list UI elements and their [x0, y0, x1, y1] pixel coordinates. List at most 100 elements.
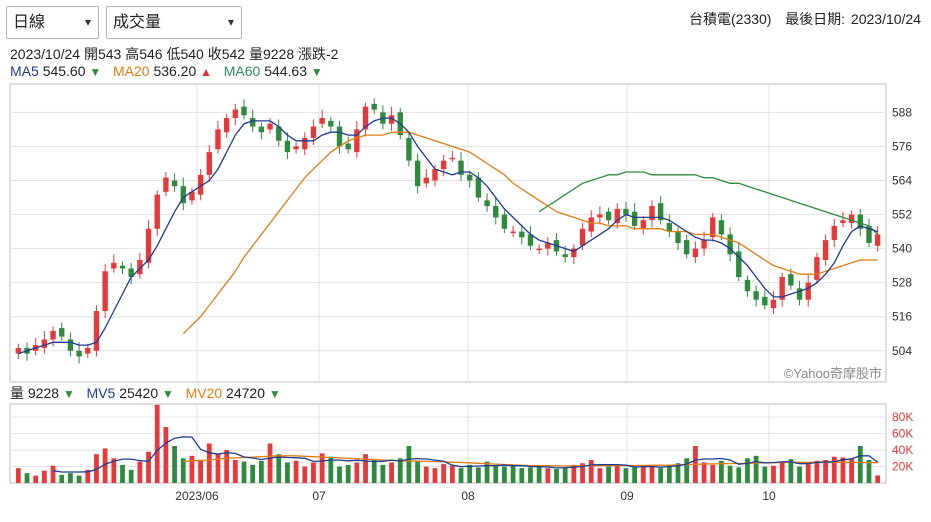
volume-value: 9228 — [262, 46, 295, 62]
volume-bar — [154, 404, 160, 483]
volume-bar — [701, 462, 707, 483]
candle-body — [85, 347, 91, 354]
candle-body — [189, 191, 195, 201]
candle-body — [519, 231, 525, 238]
ma20-label: MA20 — [112, 63, 150, 79]
candle-body — [423, 177, 429, 184]
volume-bar — [293, 460, 299, 483]
candle-body — [527, 234, 534, 246]
volume-bar — [753, 455, 759, 483]
mv20-arrow: ▼ — [268, 387, 281, 401]
volume-bar — [371, 459, 377, 483]
volume-bar — [666, 464, 672, 483]
candle-body — [76, 350, 82, 357]
candle-body — [814, 257, 820, 280]
ma60-line — [538, 171, 879, 235]
candle-body — [605, 211, 612, 221]
ma20-line — [182, 131, 878, 335]
volume-bar — [562, 467, 568, 483]
volume-bar — [545, 468, 551, 483]
volume-bar — [432, 468, 438, 483]
volume-bar — [163, 427, 169, 483]
ohlc-date: 2023/10/24 — [10, 46, 81, 62]
volume-bar — [59, 474, 65, 483]
candle-body — [475, 177, 482, 198]
volume-panel-frame — [9, 403, 887, 484]
candle-body — [762, 296, 768, 306]
volume-bar — [285, 462, 290, 483]
price-tick-label: 516 — [892, 310, 912, 324]
candle-body — [345, 143, 351, 150]
candle-body — [171, 180, 178, 187]
volume-bar — [849, 459, 855, 483]
candle-body — [362, 106, 369, 130]
volume-bar — [528, 467, 533, 483]
vol-arrow: ▼ — [62, 387, 75, 401]
volume-bar — [745, 458, 750, 483]
volume-bar — [215, 453, 221, 483]
candle-body — [458, 160, 464, 175]
candle-body — [102, 271, 108, 312]
volume-bar — [623, 468, 629, 483]
candle-body — [684, 240, 690, 255]
period-select[interactable]: 日線 ▾ — [6, 6, 99, 39]
vol-value: 9228 — [27, 385, 60, 401]
candle-body — [657, 203, 664, 221]
price-tick-label: 576 — [892, 139, 912, 153]
volume-bar — [727, 465, 733, 483]
candle-body — [484, 200, 490, 207]
candle-body — [250, 118, 256, 127]
volume-bar — [788, 459, 794, 483]
candle-body — [449, 157, 456, 160]
candle-body — [432, 169, 438, 181]
candle-body — [119, 265, 126, 269]
candle-body — [406, 137, 412, 161]
last-date: 2023/10/24 — [850, 11, 921, 27]
watermark: ©Yahoo奇摩股市 — [784, 366, 882, 381]
volume-bar — [814, 460, 820, 483]
x-tick-label: 09 — [620, 489, 634, 503]
volume-bar — [449, 465, 455, 483]
volume-bar — [458, 468, 464, 483]
candle-body — [692, 248, 699, 258]
candle-body — [50, 330, 56, 340]
volume-tick-label: 80K — [892, 410, 913, 424]
volume-bar — [232, 459, 238, 483]
ma5-arrow: ▼ — [89, 65, 102, 79]
volume-bar — [50, 465, 56, 483]
candle-body — [597, 214, 603, 218]
price-tick-label: 588 — [892, 105, 912, 119]
x-tick-label: 10 — [762, 489, 776, 503]
volume-legend: 量 9228 ▼ MV5 25420 ▼ MV20 24720 ▼ — [10, 383, 281, 403]
ma5-label: MA5 — [10, 63, 39, 79]
candle-body — [276, 126, 282, 141]
candle-body — [15, 347, 22, 354]
candle-body — [302, 137, 308, 150]
high-value: 546 — [139, 46, 163, 62]
low-label: 低 — [166, 46, 181, 62]
volume-tick-label: 60K — [892, 427, 913, 441]
volume-bar — [423, 466, 429, 483]
price-panel-frame — [9, 83, 887, 383]
volume-bar — [554, 469, 559, 483]
indicator-select[interactable]: 成交量 ▾ — [106, 6, 242, 39]
volume-bar — [493, 465, 499, 483]
low-value: 540 — [180, 46, 204, 62]
volume-bar — [276, 454, 282, 483]
vol-label: 量 — [10, 385, 24, 401]
candle-body — [623, 208, 629, 215]
volume-bar — [797, 466, 802, 483]
candle-body — [493, 206, 499, 218]
candle-body — [788, 274, 794, 286]
candle-body — [388, 115, 395, 124]
candle-body — [501, 214, 508, 229]
ma60-arrow: ▼ — [310, 65, 323, 79]
candle-body — [536, 248, 542, 251]
volume-bar — [15, 468, 21, 483]
candle-body — [111, 262, 117, 269]
candle-body — [675, 231, 681, 243]
volume-bar — [597, 468, 603, 483]
x-tick-label: 2023/06 — [175, 489, 219, 503]
candle-body — [258, 126, 265, 133]
